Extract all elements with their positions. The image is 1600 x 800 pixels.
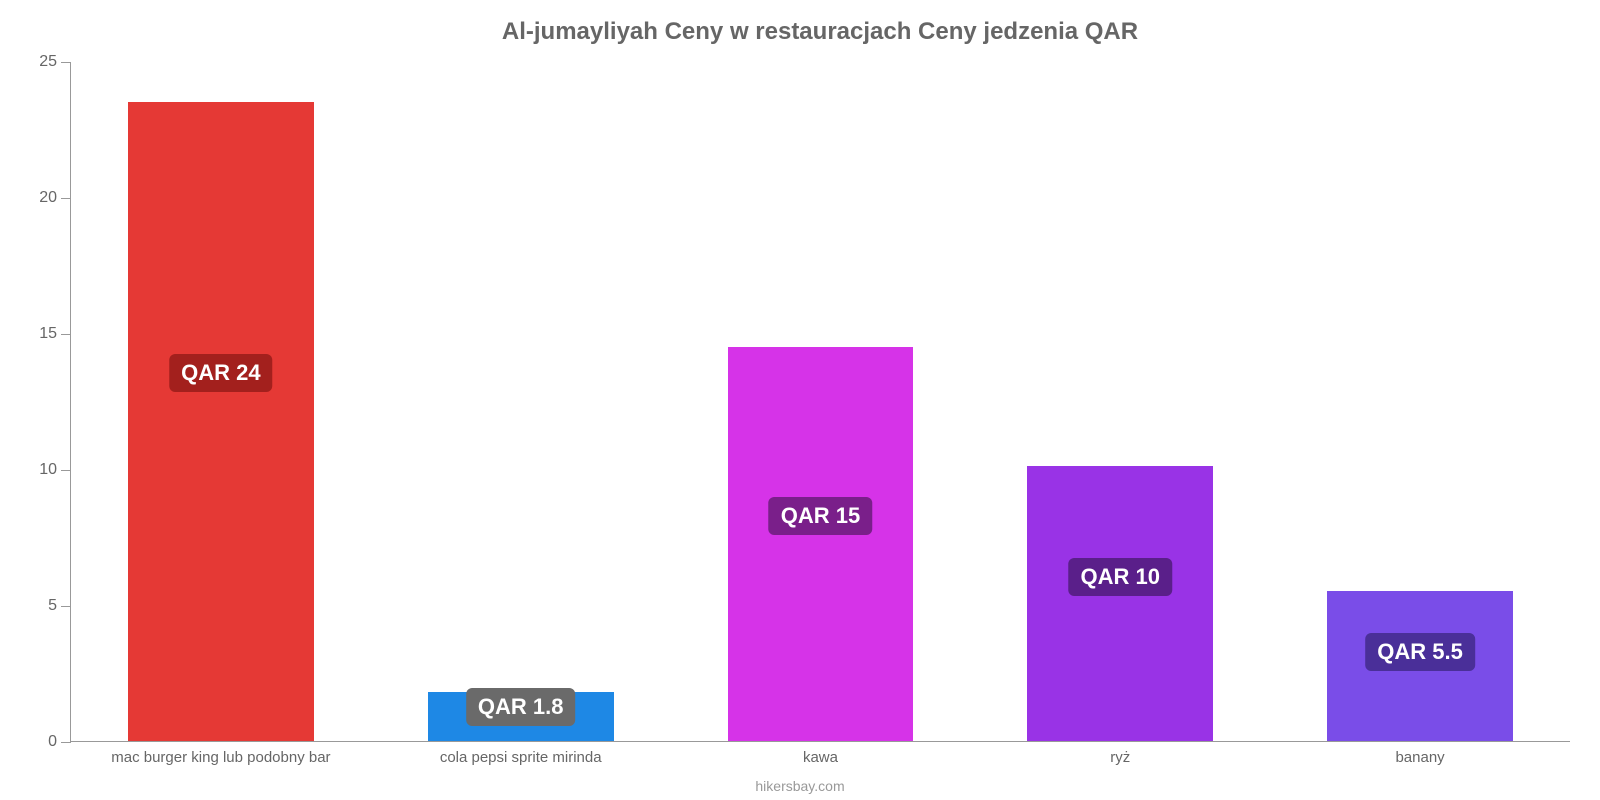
bar-value-badge: QAR 10: [1069, 558, 1172, 596]
bar-value-badge: QAR 24: [169, 354, 272, 392]
plot-area: QAR 24QAR 1.8QAR 15QAR 10QAR 5.5 mac bur…: [70, 62, 1570, 742]
y-tick-label: 5: [48, 597, 71, 615]
y-tick-label: 20: [39, 189, 71, 207]
bar: [728, 347, 914, 741]
bar-slot: QAR 1.8: [371, 62, 671, 741]
footer-credit: hikersbay.com: [0, 778, 1600, 794]
x-axis-label: mac burger king lub podobny bar: [71, 749, 371, 766]
y-tick-label: 0: [48, 733, 71, 751]
chart-container: Al-jumayliyah Ceny w restauracjach Ceny …: [0, 0, 1600, 800]
bar: [1027, 466, 1213, 741]
bar: [128, 102, 314, 741]
bar-slot: QAR 15: [671, 62, 971, 741]
bar-slot: QAR 5.5: [1270, 62, 1570, 741]
y-tick-label: 15: [39, 325, 71, 343]
x-axis-labels: mac burger king lub podobny barcola peps…: [71, 749, 1570, 766]
y-tick-label: 25: [39, 53, 71, 71]
bar-value-badge: QAR 5.5: [1365, 633, 1475, 671]
bars-row: QAR 24 QAR 1.8 QAR 15 QAR 10 QAR 5.5: [71, 62, 1570, 741]
x-axis-label: kawa: [671, 749, 971, 766]
bar-value-badge: QAR 15: [769, 497, 872, 535]
bar-slot: QAR 10: [970, 62, 1270, 741]
y-tick-label: 10: [39, 461, 71, 479]
x-axis-label: banany: [1270, 749, 1570, 766]
x-axis-label: cola pepsi sprite mirinda: [371, 749, 671, 766]
bar-slot: QAR 24: [71, 62, 371, 741]
bar-value-badge: QAR 1.8: [466, 688, 576, 726]
chart-title: Al-jumayliyah Ceny w restauracjach Ceny …: [70, 18, 1570, 46]
x-axis-label: ryż: [970, 749, 1270, 766]
